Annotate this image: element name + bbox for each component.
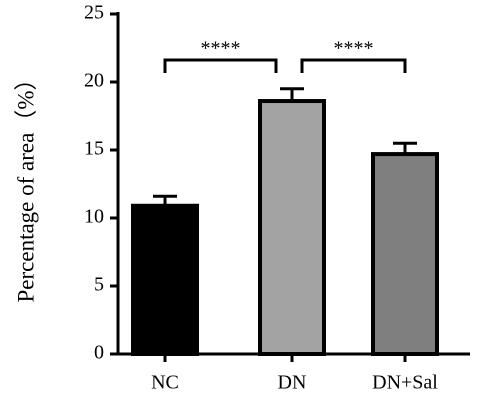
bar (371, 152, 439, 356)
y-axis-label: Percentage of area（%） (13, 68, 38, 303)
significance-bracket (163, 58, 278, 73)
significance-bracket (300, 58, 407, 73)
y-tick-label: 10 (84, 206, 104, 228)
y-tick-label: 5 (94, 274, 104, 296)
y-tick-label: 15 (84, 138, 104, 160)
x-tick-label: DN (278, 372, 307, 394)
y-tick-label: 25 (84, 2, 104, 24)
x-tick-label: NC (151, 372, 179, 394)
bar (131, 203, 199, 356)
y-tick-label: 20 (84, 70, 104, 92)
bar (258, 99, 326, 357)
x-tick-label: DN+Sal (372, 372, 438, 394)
significance-label: **** (334, 38, 374, 60)
y-tick-label: 0 (94, 342, 104, 364)
significance-label: **** (201, 38, 241, 60)
